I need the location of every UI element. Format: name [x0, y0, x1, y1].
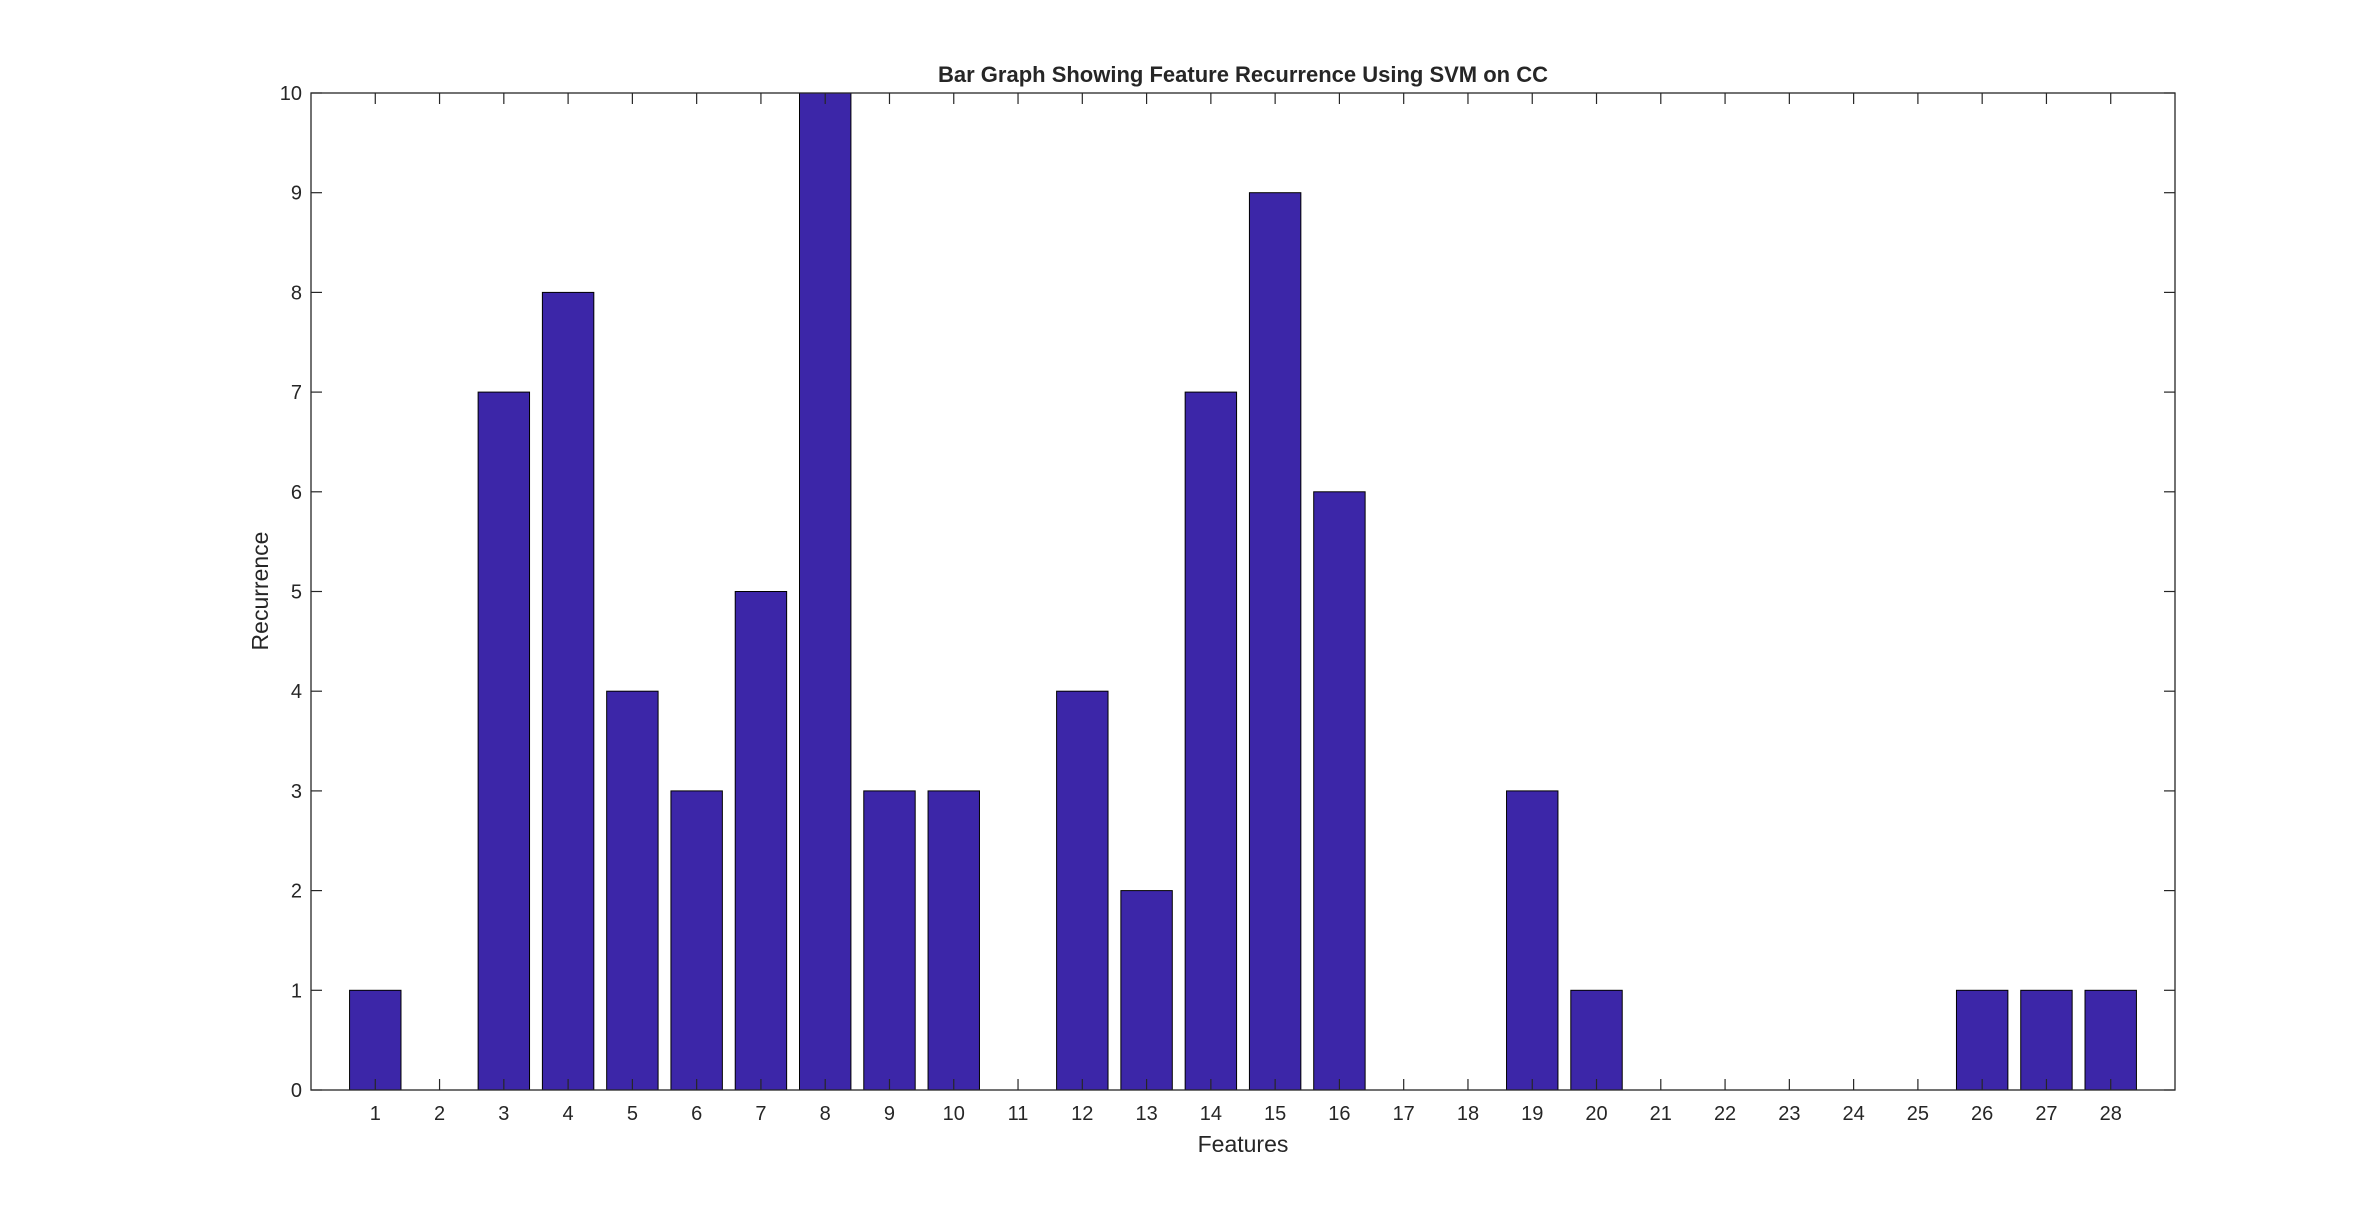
x-tick-label: 9: [884, 1103, 895, 1125]
x-tick-label: 10: [943, 1103, 965, 1125]
x-tick-label: 20: [1585, 1103, 1607, 1125]
x-tick-label: 1: [370, 1103, 381, 1125]
x-tick-label: 12: [1071, 1103, 1093, 1125]
x-tick-label: 26: [1971, 1103, 1993, 1125]
x-tick-label: 2: [434, 1103, 445, 1125]
x-tick-label: 6: [691, 1103, 702, 1125]
x-tick-label: 8: [820, 1103, 831, 1125]
x-tick-label: 18: [1457, 1103, 1479, 1125]
y-axis-label: Recurrence: [247, 532, 273, 651]
bar-feature-27: [2020, 989, 2073, 1091]
x-tick-label: 15: [1264, 1103, 1286, 1125]
y-tick-label: 5: [291, 582, 302, 604]
x-tick-label: 21: [1650, 1103, 1672, 1125]
bar-feature-20: [1570, 989, 1623, 1091]
bar-feature-12: [1056, 690, 1109, 1091]
bar-feature-26: [1955, 989, 2009, 1091]
x-tick-label: 3: [498, 1103, 509, 1125]
bar-feature-6: [670, 790, 723, 1091]
x-tick-label: 28: [2100, 1103, 2122, 1125]
y-tick-label: 0: [291, 1080, 302, 1102]
bar-feature-28: [2084, 989, 2137, 1091]
chart-title: Bar Graph Showing Feature Recurrence Usi…: [938, 62, 1548, 87]
bars-group: [349, 92, 2137, 1091]
bar-feature-10: [927, 790, 980, 1091]
x-tick-label: 24: [1842, 1103, 1864, 1125]
y-tick-label: 9: [291, 183, 302, 205]
bar-feature-14: [1184, 391, 1238, 1091]
x-tick-label: 4: [563, 1103, 574, 1125]
x-tick-label: 11: [1008, 1103, 1029, 1125]
bar-feature-15: [1248, 192, 1302, 1091]
y-tick-label: 6: [291, 482, 302, 504]
y-tick-label: 10: [280, 83, 302, 105]
x-tick-label: 14: [1200, 1103, 1222, 1125]
x-tick-label: 25: [1907, 1103, 1929, 1125]
bar-feature-5: [606, 690, 659, 1091]
axes-box: [310, 92, 2176, 1091]
x-tick-label: 23: [1778, 1103, 1800, 1125]
y-tick-label: 7: [291, 382, 302, 404]
bar-feature-3: [477, 391, 531, 1091]
x-tick-label: 27: [2035, 1103, 2057, 1125]
bar-feature-9: [863, 790, 916, 1091]
bar-feature-19: [1506, 790, 1559, 1091]
x-tick-label: 22: [1714, 1103, 1736, 1125]
bar-feature-16: [1313, 491, 1366, 1091]
bar-feature-8: [798, 92, 852, 1091]
x-tick-label: 16: [1328, 1103, 1350, 1125]
x-tick-label: 13: [1135, 1103, 1157, 1125]
y-tick-label: 4: [291, 681, 302, 703]
bar-feature-13: [1120, 890, 1173, 1091]
y-tick-label: 1: [291, 980, 302, 1002]
bar-feature-7: [734, 591, 788, 1091]
x-axis-label: Features: [1198, 1131, 1289, 1157]
bar-feature-4: [541, 291, 595, 1091]
y-tick-label: 2: [291, 881, 302, 903]
bar-feature-1: [349, 989, 402, 1091]
x-tick-label: 5: [627, 1103, 638, 1125]
x-tick-label: 19: [1521, 1103, 1543, 1125]
y-tick-label: 8: [291, 282, 302, 304]
x-tick-label: 17: [1393, 1103, 1415, 1125]
x-tick-label: 7: [755, 1103, 766, 1125]
y-tick-label: 3: [291, 781, 302, 803]
